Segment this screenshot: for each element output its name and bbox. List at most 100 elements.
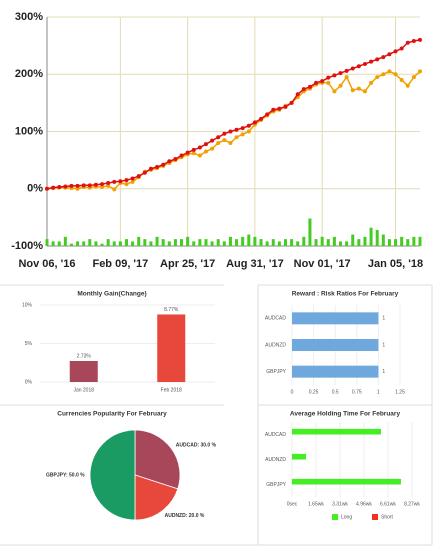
series-point	[393, 49, 398, 54]
bar	[292, 453, 307, 460]
y-tick-label: 200%	[15, 68, 43, 80]
volume-bar	[283, 239, 287, 246]
series-point	[387, 69, 392, 74]
legend-swatch	[372, 514, 378, 520]
series-point	[106, 183, 111, 188]
x-tick-label: Jan 05, '18	[368, 258, 423, 270]
series-point	[356, 64, 361, 69]
series-point	[307, 84, 312, 89]
series-point	[100, 182, 105, 187]
series-point	[289, 100, 294, 105]
series-point	[344, 68, 349, 73]
bar	[157, 314, 186, 382]
series-point	[362, 61, 367, 66]
volume-bar	[155, 236, 159, 246]
y-tick-label: AUDNZD	[265, 342, 286, 348]
volume-bar	[106, 239, 110, 246]
bar	[292, 339, 379, 351]
x-tick-label: Jan 2018	[73, 387, 94, 393]
series-point	[222, 138, 227, 143]
volume-bar	[100, 243, 104, 246]
bar	[292, 365, 379, 378]
y-tick-label: 300%	[15, 11, 43, 23]
series-point	[332, 73, 337, 78]
series-point	[148, 166, 153, 171]
volume-bar	[296, 241, 300, 246]
series-point	[203, 142, 208, 147]
series-point	[240, 126, 245, 131]
series-point	[301, 87, 306, 92]
series-point	[167, 159, 172, 164]
volume-bar	[381, 234, 385, 246]
series-point	[228, 140, 233, 145]
series-point	[295, 92, 300, 97]
series-point	[216, 135, 221, 140]
volume-bar	[149, 241, 153, 246]
volume-bar	[241, 236, 245, 246]
x-tick-label: Aug 31, '17	[226, 258, 284, 270]
series-point	[228, 129, 233, 134]
series-point	[106, 181, 111, 186]
series-point	[124, 178, 129, 183]
series-point	[185, 150, 190, 155]
x-tick-label: 6.61wk	[380, 501, 396, 507]
volume-bar	[69, 243, 73, 246]
x-tick-label: 0.25	[309, 389, 319, 395]
volume-bar	[180, 239, 184, 246]
series-point	[405, 40, 410, 45]
slice-label: AUDNZD: 20.0 %	[165, 513, 205, 519]
series-point	[387, 52, 392, 57]
volume-bar	[235, 239, 239, 246]
series-point	[112, 187, 117, 192]
series-point	[197, 153, 202, 158]
volume-bar	[363, 236, 367, 246]
series-point	[320, 79, 325, 84]
volume-bar	[63, 236, 67, 246]
volume-bar	[131, 241, 135, 246]
series-point	[332, 89, 337, 94]
volume-bar	[339, 241, 343, 246]
series-point	[161, 162, 166, 167]
series-point	[277, 106, 282, 111]
volume-bar	[369, 227, 373, 246]
series-point	[356, 86, 361, 91]
y-tick-label: GBPJPY	[266, 482, 286, 488]
series-point	[75, 186, 80, 191]
volume-bar	[394, 239, 398, 246]
volume-bar	[57, 241, 61, 246]
volume-bar	[418, 236, 422, 246]
volume-bar	[326, 239, 330, 246]
x-tick-label: Apr 25, '17	[160, 258, 215, 270]
volume-bar	[228, 236, 232, 246]
x-tick-label: 1.65wk	[308, 501, 324, 507]
series-point	[210, 138, 215, 143]
x-tick-label: Nov 06, '16	[18, 258, 75, 270]
y-tick-label: -100%	[11, 240, 43, 252]
x-tick-label: 4.96wk	[356, 501, 372, 507]
series-point	[81, 183, 86, 188]
series-point	[130, 179, 135, 184]
volume-bar	[302, 236, 306, 246]
volume-bar	[290, 239, 294, 246]
series-point	[265, 112, 270, 117]
y-tick-label: AUDCAD	[265, 316, 287, 322]
series-point	[314, 80, 319, 85]
series-point	[350, 88, 355, 93]
series-point	[130, 176, 135, 181]
series-point	[112, 179, 117, 184]
x-tick-label: Feb 09, '17	[92, 258, 148, 270]
pie-slice	[134, 474, 179, 521]
volume-bar	[265, 241, 269, 246]
volume-bar	[204, 239, 208, 246]
volume-bar	[173, 239, 177, 246]
x-tick-label: 0.75	[352, 389, 362, 395]
series-point	[173, 156, 178, 161]
y-tick-label: AUDNZD	[265, 457, 286, 463]
value-label: 1	[382, 342, 385, 348]
series-point	[246, 129, 251, 134]
volume-bar	[216, 239, 220, 246]
series-point	[411, 75, 416, 80]
volume-bar	[314, 239, 318, 246]
volume-bar	[51, 241, 55, 246]
panel-title: Average Holding Time For February	[290, 411, 401, 418]
